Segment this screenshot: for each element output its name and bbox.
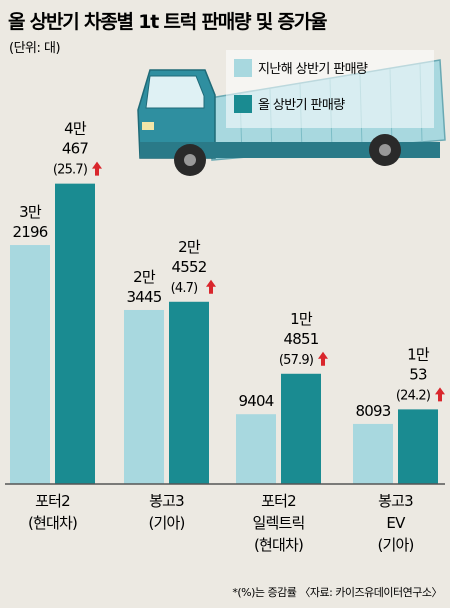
- category-label-4: EV: [386, 514, 406, 532]
- bar-prev-2: [124, 309, 164, 484]
- category-label-1: 포터2: [35, 492, 70, 510]
- category-label-3: 일렉트릭: [252, 514, 304, 532]
- bar-curr-1: [55, 183, 95, 484]
- chart-title: 올 상반기 차종별 1t 트럭 판매량 및 증가율: [8, 11, 327, 33]
- value-label-curr-4: 53: [409, 365, 427, 383]
- unit-label: (단위: 대): [9, 41, 60, 56]
- value-label-curr-3: 1만: [290, 310, 313, 328]
- bar-prev-1: [10, 245, 50, 484]
- value-label-curr-4: 1만: [407, 345, 430, 363]
- value-label-curr-2: 4552: [172, 258, 207, 276]
- category-label-2: (기아): [148, 514, 184, 532]
- value-label-curr-1: 4만: [64, 120, 87, 138]
- value-label-prev-4: 8093: [356, 402, 391, 420]
- legend-swatch-prev: [234, 59, 252, 77]
- truck-illustration: [137, 59, 446, 176]
- category-label-4: 봉고3: [378, 492, 413, 510]
- value-label-curr-2: 2만: [178, 238, 201, 256]
- legend-label-curr: 올 상반기 판매량: [258, 98, 345, 113]
- category-label-4: (기아): [377, 536, 413, 554]
- bar-prev-3: [236, 414, 276, 484]
- up-arrow-icon-1: [92, 161, 102, 176]
- value-label-curr-3: 4851: [284, 330, 319, 348]
- bar-prev-4: [353, 423, 393, 484]
- value-label-prev-2: 3445: [127, 288, 162, 306]
- category-label-1: (현대차): [28, 514, 77, 532]
- up-arrow-icon-2: [206, 279, 216, 294]
- category-label-3: (현대차): [254, 536, 303, 554]
- up-arrow-icon-4: [435, 387, 445, 402]
- bar-curr-2: [169, 301, 209, 484]
- category-label-2: 봉고3: [149, 492, 184, 510]
- legend-swatch-curr: [234, 95, 252, 113]
- value-label-prev-2: 2만: [133, 268, 156, 286]
- bar-curr-3: [281, 373, 321, 484]
- growth-rate-2: (4.7): [171, 281, 198, 296]
- value-label-prev-3: 9404: [239, 392, 274, 410]
- legend-label-prev: 지난해 상반기 판매량: [258, 62, 368, 77]
- category-label-3: 포터2: [261, 492, 296, 510]
- value-label-curr-1: 467: [62, 140, 88, 158]
- bar-curr-4: [398, 409, 438, 484]
- growth-rate-1: (25.7): [53, 163, 87, 178]
- up-arrow-icon-3: [318, 351, 328, 366]
- growth-rate-4: (24.2): [396, 388, 430, 403]
- legend: 지난해 상반기 판매량 올 상반기 판매량: [226, 50, 434, 128]
- footnote: *(%)는 증감률 〈자료: 카이즈유데이터연구소〉: [232, 586, 442, 599]
- growth-rate-3: (57.9): [279, 353, 313, 368]
- value-label-prev-1: 3만: [19, 203, 42, 221]
- value-label-prev-1: 2196: [13, 223, 48, 241]
